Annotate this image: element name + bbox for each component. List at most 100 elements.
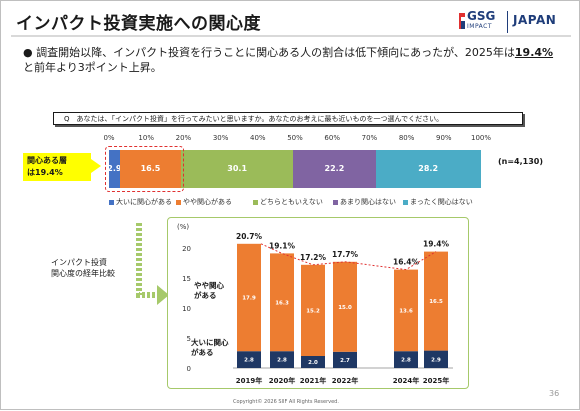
gsg-logo: GSG IMPACT bbox=[457, 9, 501, 37]
green-down-arrow-icon bbox=[136, 223, 169, 305]
pct-tick-label: 10% bbox=[138, 134, 154, 142]
legend-label: 大いに関心がある bbox=[116, 198, 172, 206]
pct-tick-label: 30% bbox=[212, 134, 229, 142]
legend-swatch bbox=[253, 199, 258, 205]
bar-somewhat-interested bbox=[333, 261, 357, 352]
legend-label: まったく関心はない bbox=[410, 198, 473, 206]
bar-segment-label: 28.2 bbox=[418, 164, 439, 173]
inline-label-somewhat: やや関心 bbox=[194, 280, 224, 290]
bar-segment-label: 2.9 bbox=[107, 164, 122, 173]
bar-somewhat-label: 16.3 bbox=[275, 300, 289, 306]
callout-text: 関心ある層 は19.4% bbox=[27, 156, 67, 177]
bar-very-interested bbox=[301, 356, 325, 368]
bar-segment bbox=[119, 150, 182, 188]
bar-segment-label: 30.1 bbox=[227, 164, 248, 173]
legend-item: まったく関心はない bbox=[403, 197, 473, 207]
bar-somewhat-label: 17.9 bbox=[242, 296, 256, 302]
bar-very-interested bbox=[333, 351, 357, 368]
bar-very-interested bbox=[394, 351, 418, 368]
bar-very-label: 2.9 bbox=[431, 357, 441, 363]
pct-tick-label: 40% bbox=[250, 134, 266, 142]
bar-total-label: 19.1% bbox=[269, 241, 296, 250]
legend-label: あまり関心はない bbox=[340, 198, 396, 206]
title-divider bbox=[11, 35, 571, 37]
bar-somewhat-interested bbox=[237, 243, 261, 352]
legend-label: どちらともいえない bbox=[260, 198, 323, 206]
bar-very-label: 2.8 bbox=[277, 358, 287, 364]
logo-divider bbox=[507, 11, 508, 33]
copyright: Copyright© 2026 SIIF All Rights Reserved… bbox=[233, 399, 339, 405]
gsg-logo-mark-icon bbox=[459, 13, 465, 29]
bullet-highlight: 19.4% bbox=[514, 46, 554, 59]
pct-tick-label: 20% bbox=[175, 134, 192, 142]
logo-subtext: IMPACT bbox=[467, 23, 493, 30]
x-tick-label: 2019年 bbox=[236, 376, 262, 385]
bar-somewhat-label: 15.2 bbox=[306, 308, 320, 314]
legend-label: やや関心がある bbox=[183, 198, 232, 206]
bar-total-label: 20.7% bbox=[236, 232, 263, 241]
pct-tick-label: 60% bbox=[324, 134, 340, 142]
bar-somewhat-label: 15.0 bbox=[338, 305, 352, 311]
inline-label-very: 大いに関心 bbox=[191, 337, 229, 347]
bar-segment-label: 22.2 bbox=[324, 164, 345, 173]
inline-label-very: がある bbox=[191, 347, 214, 357]
y-tick-label: 0 bbox=[187, 365, 191, 373]
bar-very-label: 2.8 bbox=[401, 358, 411, 364]
page-title: インパクト投資実施への関心度 bbox=[16, 14, 261, 34]
y-axis-label: (%) bbox=[177, 223, 189, 231]
bar-total-label: 16.4% bbox=[393, 258, 420, 267]
x-tick-label: 2024年 bbox=[393, 376, 419, 385]
interest-highlight-box bbox=[105, 146, 184, 192]
callout-arrow-icon bbox=[91, 159, 101, 173]
bar-segment-label: 16.5 bbox=[140, 164, 161, 173]
legend-item: やや関心がある bbox=[176, 197, 232, 207]
y-tick-label: 20 bbox=[182, 245, 191, 253]
question-box: Q あなたは、「インパクト投資」を行ってみたいと思いますか。あなたのお考えに最も… bbox=[53, 112, 523, 125]
y-tick-label: 15 bbox=[182, 275, 191, 283]
bar-segment bbox=[109, 150, 120, 188]
bar-somewhat-interested bbox=[424, 251, 448, 351]
legend-swatch bbox=[176, 199, 181, 205]
sample-size-label: (n=4,130) bbox=[498, 157, 544, 166]
callout-box: 関心ある層 は19.4% bbox=[23, 153, 91, 181]
bar-total-label: 19.4% bbox=[423, 240, 450, 249]
bar-very-label: 2.7 bbox=[340, 358, 350, 364]
pct-tick-label: 0% bbox=[103, 134, 115, 142]
legend-item: どちらともいえない bbox=[253, 197, 323, 207]
bar-somewhat-label: 16.5 bbox=[429, 299, 443, 305]
pct-tick-label: 80% bbox=[398, 134, 415, 142]
bar-very-interested bbox=[237, 351, 261, 368]
bar-somewhat-interested bbox=[270, 253, 294, 352]
bar-segment bbox=[375, 150, 481, 188]
bullet-text-after: と前年より3ポイント上昇。 bbox=[23, 61, 162, 74]
legend-item: あまり関心はない bbox=[333, 197, 396, 207]
bar-very-interested bbox=[270, 351, 294, 368]
legend-item: 大いに関心がある bbox=[109, 197, 172, 207]
pct-tick-label: 50% bbox=[287, 134, 303, 142]
bar-very-label: 2.8 bbox=[244, 358, 254, 364]
x-tick-label: 2025年 bbox=[423, 376, 449, 385]
page-number: 36 bbox=[549, 389, 560, 398]
summary-bullet: ● 調査開始以降、インパクト投資を行うことに関心ある人の割合は低下傾向にあったが… bbox=[23, 45, 563, 75]
legend-swatch bbox=[333, 199, 338, 205]
japan-label: JAPAN bbox=[513, 13, 557, 27]
bar-somewhat-interested bbox=[394, 269, 418, 352]
bar-segment bbox=[181, 150, 294, 188]
bar-very-interested bbox=[424, 350, 448, 368]
bar-segment bbox=[293, 150, 376, 188]
bar-total-label: 17.7% bbox=[332, 250, 359, 259]
pct-tick-label: 100% bbox=[470, 134, 492, 142]
trend-dotted-line bbox=[260, 243, 437, 271]
legend-swatch bbox=[403, 199, 408, 205]
trend-label: インパクト投資 関心度の経年比較 bbox=[51, 258, 115, 278]
x-tick-label: 2020年 bbox=[269, 376, 295, 385]
x-tick-label: 2021年 bbox=[300, 376, 326, 385]
logo-text: GSG bbox=[467, 9, 496, 23]
bar-total-label: 17.2% bbox=[300, 253, 327, 262]
pct-tick-label: 70% bbox=[361, 134, 378, 142]
bar-very-label: 2.0 bbox=[308, 360, 318, 366]
pct-tick-label: 90% bbox=[436, 134, 452, 142]
legend-swatch bbox=[109, 199, 114, 205]
